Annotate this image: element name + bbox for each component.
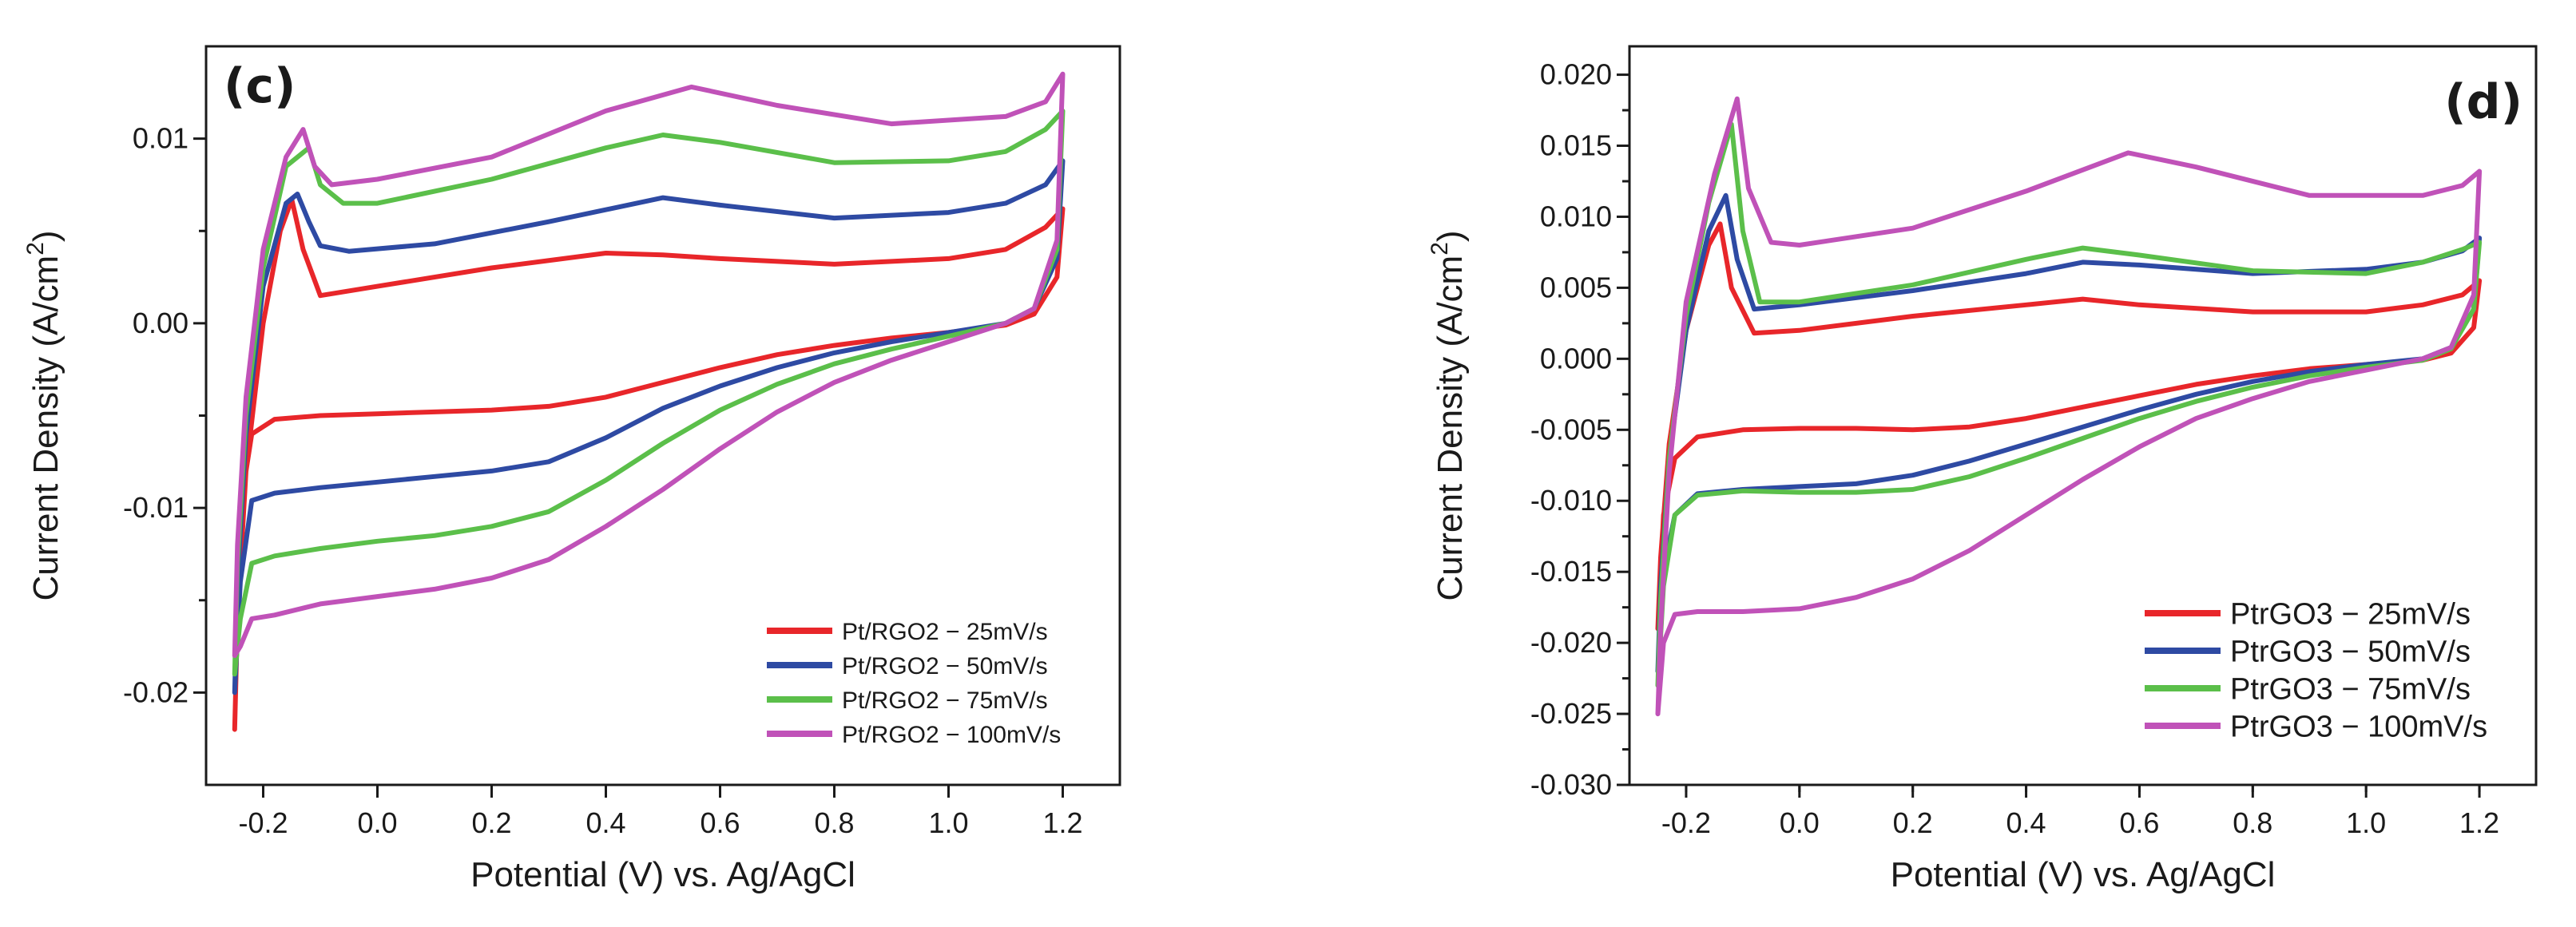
y-axis-title-close: ) xyxy=(1431,230,1470,242)
x-tick-label: 0.8 xyxy=(814,806,854,839)
chart-panel-d: -0.2 0.0 0.2 0.4 0.6 0.8 1.0 1.2 -0.030 -0.025 -0.… xyxy=(1427,45,2538,894)
y-axis-title-sup: 2 xyxy=(1427,242,1453,256)
y-axis-title: Current Density (A/cm2) xyxy=(1427,230,1470,600)
y-axis-title-sup: 2 xyxy=(22,242,49,256)
legend-label: Pt/RGO2 − 75mV/s xyxy=(842,687,1048,714)
x-tick-label: 0.6 xyxy=(700,806,740,839)
series-line-2 xyxy=(232,108,1066,677)
plot-frame xyxy=(1628,45,2538,786)
x-tick-label: -0.2 xyxy=(1661,806,1711,839)
x-axis-title: Potential (V) vs. Ag/AgCl xyxy=(470,855,855,894)
series-line-2 xyxy=(1655,121,2483,688)
y-axis-title-close: ) xyxy=(26,230,65,242)
y-tick-label: -0.005 xyxy=(1530,413,1612,446)
y-tick-label: 0.005 xyxy=(1540,271,1612,303)
series-line-0 xyxy=(232,196,1066,732)
x-tick-label: 0.2 xyxy=(471,806,511,839)
series-line-1 xyxy=(232,158,1066,695)
legend-label: PtrGO3 − 75mV/s xyxy=(2230,673,2471,707)
y-tick-label: -0.030 xyxy=(1530,768,1612,801)
x-tick-label: 0.6 xyxy=(2119,806,2159,839)
y-tick-label: -0.02 xyxy=(123,675,189,708)
y-tick-label: 0.010 xyxy=(1540,200,1612,232)
legend-label: PtrGO3 − 50mV/s xyxy=(2230,636,2471,669)
legend-label: PtrGO3 − 100mV/s xyxy=(2230,711,2487,744)
y-tick-label: 0.000 xyxy=(1540,342,1612,374)
x-tick-label: 1.2 xyxy=(1042,806,1082,839)
legend-label: Pt/RGO2 − 100mV/s xyxy=(842,722,1061,748)
y-axis-title: Current Density (A/cm2) xyxy=(22,230,65,600)
x-tick-label: -0.2 xyxy=(238,806,288,839)
x-tick-label: 1.0 xyxy=(928,806,968,839)
legend-label: Pt/RGO2 − 50mV/s xyxy=(842,653,1048,679)
panel-label: (c) xyxy=(224,58,296,114)
legend-label: PtrGO3 − 25mV/s xyxy=(2230,598,2471,632)
y-tick-label: -0.010 xyxy=(1530,484,1612,517)
x-tick-label: 0.2 xyxy=(1893,806,1933,839)
x-tick-label: 0.8 xyxy=(2233,806,2272,839)
x-axis-title: Potential (V) vs. Ag/AgCl xyxy=(1891,855,2276,894)
series-line-3 xyxy=(232,71,1066,659)
y-tick-label: -0.01 xyxy=(123,491,189,524)
y-axis-title-main: Current Density (A/cm xyxy=(1431,256,1470,601)
y-tick-label: -0.015 xyxy=(1530,555,1612,588)
x-tick-label: 0.4 xyxy=(2006,806,2046,839)
panel-label: (d) xyxy=(2444,74,2522,130)
y-tick-label: 0.020 xyxy=(1540,58,1612,91)
chart-panel-c: -0.2 0.0 0.2 0.4 0.6 0.8 1.0 1.2 -0.02 -0.01 0.00 0… xyxy=(22,45,1121,894)
series-line-3 xyxy=(1655,96,2483,717)
y-tick-label: 0.00 xyxy=(133,307,189,339)
x-tick-label: 0.0 xyxy=(1780,806,1820,839)
y-tick-label: 0.015 xyxy=(1540,129,1612,162)
y-tick-label: 0.01 xyxy=(133,122,189,155)
y-tick-label: -0.020 xyxy=(1530,626,1612,659)
x-tick-label: 1.0 xyxy=(2346,806,2386,839)
x-tick-label: 0.4 xyxy=(585,806,625,839)
series-line-0 xyxy=(1655,221,2483,632)
x-tick-label: 0.0 xyxy=(357,806,397,839)
x-tick-label: 1.2 xyxy=(2459,806,2499,839)
legend-label: Pt/RGO2 − 25mV/s xyxy=(842,619,1048,645)
y-axis-title-main: Current Density (A/cm xyxy=(26,256,65,601)
y-tick-label: -0.025 xyxy=(1530,697,1612,730)
